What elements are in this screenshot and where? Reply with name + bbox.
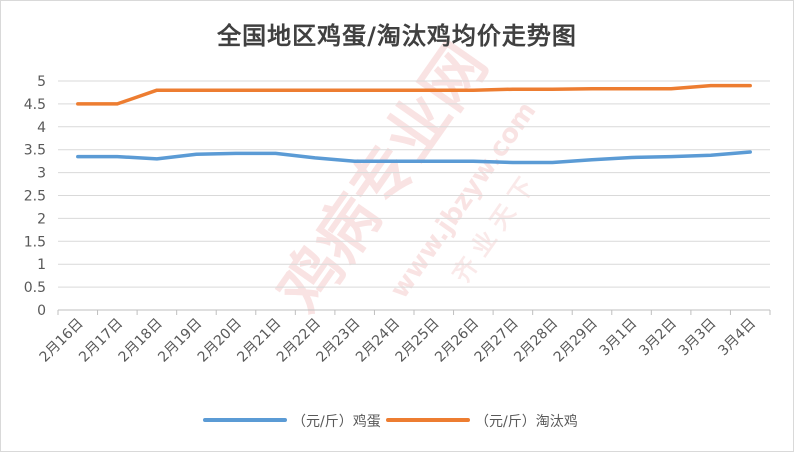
x-tick-label: 3月3日: [676, 316, 720, 360]
legend-entry: （元/斤）鸡蛋: [292, 413, 381, 430]
series-line-1: [76, 83, 752, 106]
y-tick-label: 5: [37, 74, 46, 90]
x-tick-label: 2月29日: [551, 316, 601, 366]
y-tick-label: 1.5: [24, 234, 46, 250]
y-tick-label: 1: [37, 257, 46, 273]
y-tick-label: 0: [37, 303, 46, 319]
legend-entry: （元/斤）淘汰鸡: [475, 413, 578, 430]
legend: （元/斤）鸡蛋 （元/斤）淘汰鸡: [203, 413, 578, 430]
y-tick-label: 2.5: [24, 189, 46, 205]
chart-title: 全国地区鸡蛋/淘汰鸡均价走势图: [217, 22, 577, 50]
y-tick-label: 4: [37, 120, 46, 136]
series-lines: [76, 83, 752, 165]
y-axis-ticks: 0 0.5 1 1.5 2 2.5 3 3.5 4 4.5 5: [24, 74, 46, 319]
y-tick-label: 2: [37, 211, 46, 227]
y-tick-label: 3.5: [24, 143, 46, 159]
y-tick-label: 4.5: [24, 97, 46, 113]
x-tick-label: 3月1日: [597, 316, 641, 360]
series-line-0: [76, 150, 752, 165]
x-axis-ticks: 2月16日2月17日2月18日2月19日2月20日2月21日2月22日2月23日…: [37, 310, 771, 366]
y-tick-label: 3: [37, 166, 46, 182]
y-tick-label: 0.5: [24, 280, 46, 296]
x-tick-label: 3月2日: [636, 316, 680, 360]
x-tick-label: 3月4日: [715, 316, 759, 360]
